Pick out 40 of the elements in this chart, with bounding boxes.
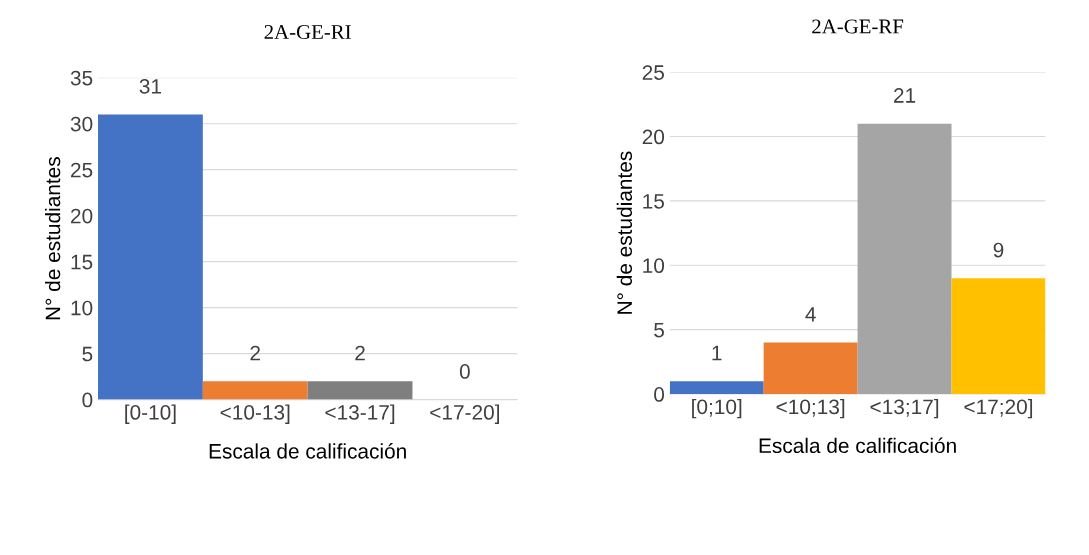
bar xyxy=(857,123,952,395)
y-tick-label: 5 xyxy=(654,322,664,338)
chart-title: 2A-GE-RF xyxy=(812,19,904,34)
x-axis-title: Escala de calificación xyxy=(759,437,956,454)
chart-title: 2A-GE-RI xyxy=(264,25,351,40)
y-tick-label: 10 xyxy=(71,300,93,316)
data-label: 2 xyxy=(250,345,260,361)
y-tick-label: 15 xyxy=(71,254,93,270)
x-axis-title: Escala de calificación xyxy=(209,443,406,459)
y-tick-label: 25 xyxy=(71,162,93,178)
x-tick-label: <10-13] xyxy=(220,404,290,424)
y-tick-label: 0 xyxy=(82,392,93,408)
y-tick-label: 15 xyxy=(643,194,664,209)
y-axis-title: N° de estudiantes xyxy=(45,157,61,320)
y-tick-label: 35 xyxy=(70,70,93,86)
y-tick-label: 25 xyxy=(642,65,664,80)
bar xyxy=(669,381,764,395)
y-tick-label: 5 xyxy=(82,346,93,362)
data-label: 0 xyxy=(459,364,470,379)
y-tick-label: 10 xyxy=(643,258,665,274)
x-tick-label: <17;20] xyxy=(964,398,1033,419)
data-label: 31 xyxy=(139,78,161,94)
x-tick-label: <17-20] xyxy=(430,404,499,424)
y-tick-label: 20 xyxy=(642,129,665,145)
data-label: 1 xyxy=(712,345,722,361)
data-label: 2 xyxy=(355,345,365,361)
x-tick-label: [0;10] xyxy=(692,398,742,419)
data-label: 21 xyxy=(894,88,916,103)
x-tick-label: <13;17] xyxy=(870,398,939,419)
y-tick-label: 0 xyxy=(654,387,665,402)
y-tick-label: 20 xyxy=(71,208,93,224)
x-tick-label: [0-10] xyxy=(125,404,176,424)
x-tick-label: <13-17] xyxy=(325,404,395,424)
bar xyxy=(951,278,1046,395)
data-label: 4 xyxy=(805,307,816,322)
y-tick-label: 30 xyxy=(70,116,93,132)
x-tick-label: <10;13] xyxy=(776,398,845,419)
bar xyxy=(763,342,858,395)
y-axis-title: N° de estudiantes xyxy=(616,151,633,314)
data-label: 9 xyxy=(993,242,1004,258)
